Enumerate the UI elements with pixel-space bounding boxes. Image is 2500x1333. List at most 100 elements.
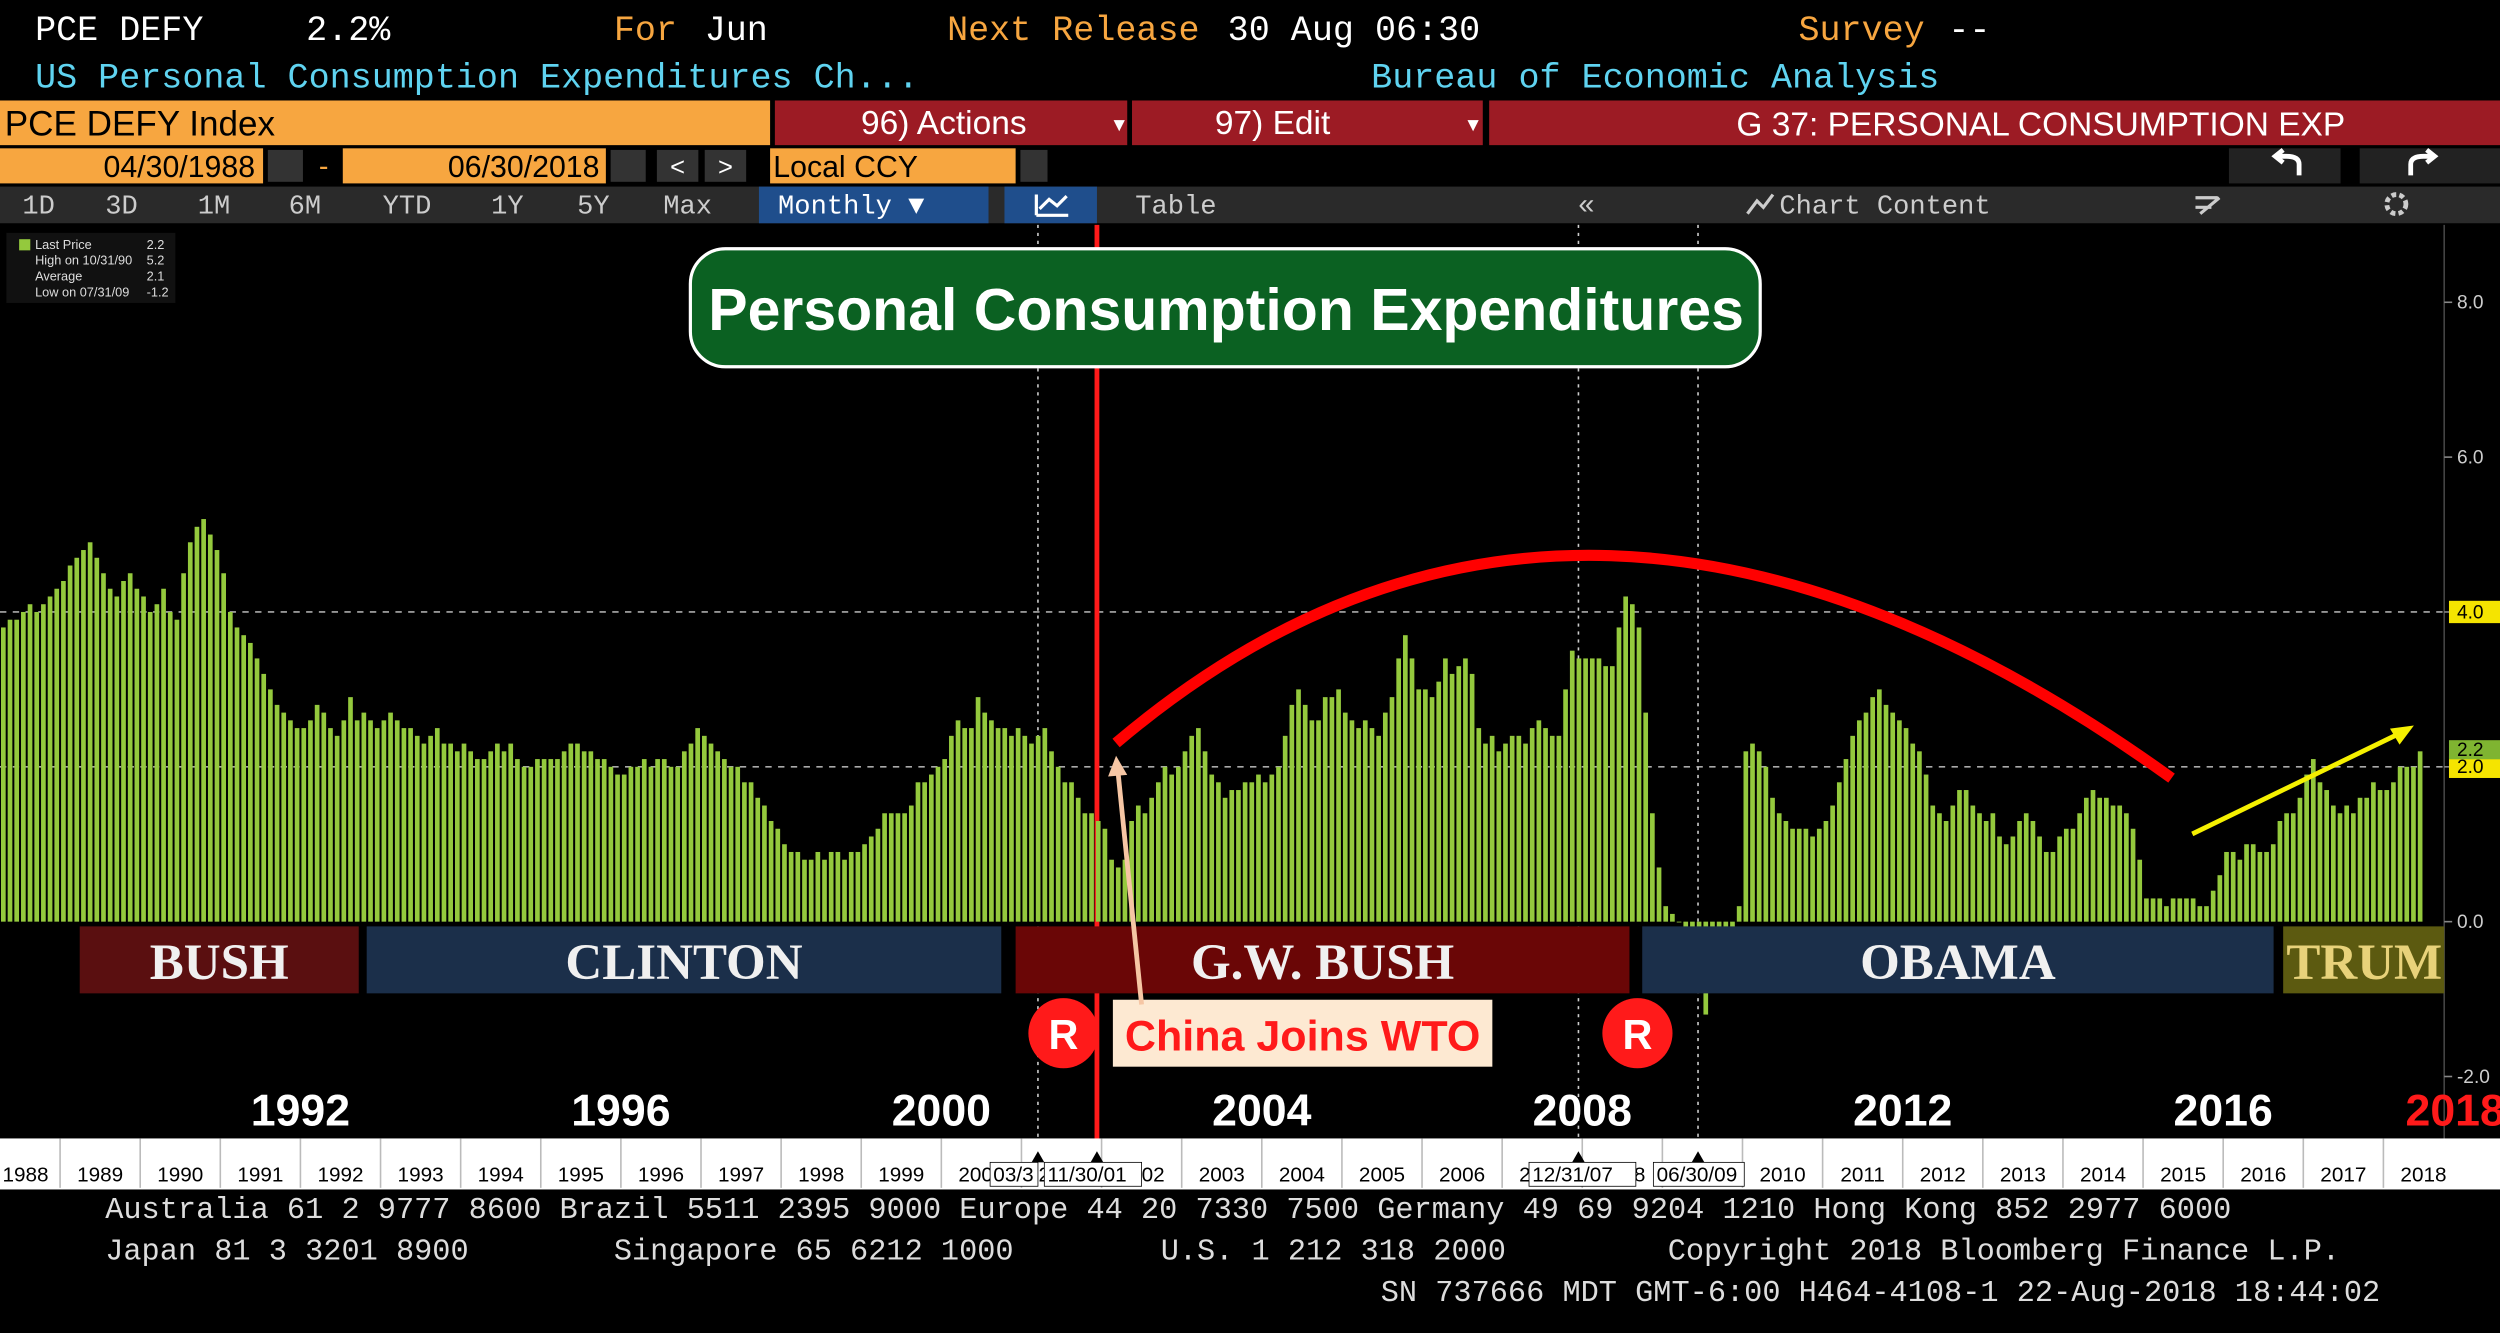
y-tick-highlight bbox=[2448, 600, 2500, 624]
bar bbox=[2043, 851, 2049, 922]
annotate-icon[interactable] bbox=[2195, 196, 2221, 215]
bar bbox=[1302, 704, 1308, 922]
ticker: PCE DEFY bbox=[35, 11, 203, 51]
bar bbox=[141, 596, 146, 922]
bar bbox=[161, 588, 166, 922]
president-band bbox=[1015, 926, 1630, 994]
bar bbox=[969, 728, 974, 922]
bar bbox=[1042, 728, 1048, 922]
bar bbox=[1055, 766, 1061, 922]
prev-button[interactable] bbox=[656, 149, 699, 182]
security[interactable]: PCE DEFY Index bbox=[5, 105, 276, 144]
bar bbox=[708, 743, 714, 922]
bar bbox=[2037, 836, 2042, 922]
period-button[interactable]: Max bbox=[663, 192, 712, 223]
bar bbox=[928, 774, 934, 922]
bar bbox=[201, 519, 206, 922]
bar bbox=[1890, 712, 1896, 922]
x-tick-label: 2016 bbox=[2240, 1163, 2286, 1186]
bar bbox=[488, 751, 494, 922]
security-box[interactable] bbox=[0, 100, 771, 146]
bar bbox=[495, 743, 500, 922]
y-tick-label: 8.0 bbox=[2457, 293, 2484, 314]
survey: -- bbox=[1948, 11, 1990, 51]
bar bbox=[815, 851, 821, 922]
period-button[interactable]: YTD bbox=[383, 192, 432, 223]
bar bbox=[2017, 821, 2022, 922]
x-tick-label: 1994 bbox=[478, 1163, 524, 1186]
bar bbox=[2364, 797, 2370, 922]
bar bbox=[261, 673, 267, 922]
bar bbox=[1169, 774, 1175, 922]
bar bbox=[1616, 627, 1622, 922]
settings-icon[interactable] bbox=[2384, 192, 2409, 217]
currency-box[interactable] bbox=[770, 148, 1016, 184]
era-year: 2004 bbox=[1212, 1087, 1311, 1136]
actions-button[interactable] bbox=[774, 100, 1128, 146]
bar bbox=[1636, 627, 1642, 922]
bar bbox=[1269, 774, 1275, 922]
undo-button[interactable] bbox=[2228, 148, 2341, 184]
currency[interactable]: Local CCY bbox=[773, 151, 918, 184]
bar bbox=[1262, 782, 1268, 922]
bar bbox=[114, 596, 120, 922]
bar bbox=[688, 743, 694, 922]
edit[interactable]: 97) Edit bbox=[1215, 105, 1331, 142]
bar bbox=[895, 813, 901, 922]
bar bbox=[394, 720, 400, 922]
bar bbox=[2164, 906, 2169, 922]
y-tick-label: 2.0 bbox=[2457, 757, 2484, 778]
period-button[interactable]: 1Y bbox=[491, 192, 524, 223]
bar bbox=[1102, 828, 1108, 922]
period-button[interactable]: 6M bbox=[289, 192, 322, 223]
bar bbox=[2063, 828, 2069, 922]
bar bbox=[1663, 906, 1669, 922]
event-label: 03/3 bbox=[993, 1163, 1033, 1186]
collapse-icon[interactable]: « bbox=[1578, 189, 1594, 221]
bar bbox=[354, 720, 360, 922]
bar bbox=[1950, 805, 1956, 922]
bar bbox=[1549, 735, 1555, 922]
bar bbox=[1316, 720, 1321, 922]
chart-view-button[interactable] bbox=[1004, 186, 1097, 224]
event-label: 11/30/01 bbox=[1048, 1163, 1127, 1186]
president-name: OBAMA bbox=[1860, 935, 2056, 991]
calendar-button[interactable] bbox=[267, 149, 303, 182]
footer-singapore: Singapore 65 6212 1000 bbox=[614, 1236, 1014, 1270]
end-date[interactable]: 06/30/2018 bbox=[448, 151, 600, 184]
table-button[interactable]: Table bbox=[1135, 192, 1216, 223]
bar bbox=[2023, 813, 2029, 922]
bar bbox=[521, 766, 527, 922]
bar bbox=[41, 604, 46, 922]
edit-button[interactable] bbox=[1132, 100, 1483, 146]
bar bbox=[2050, 851, 2056, 922]
period-button[interactable]: 3D bbox=[105, 192, 138, 223]
bar bbox=[1109, 859, 1114, 922]
chart-content-button[interactable]: Chart Content bbox=[1779, 192, 1990, 223]
currency-dropdown[interactable] bbox=[1020, 149, 1048, 182]
period-button[interactable]: 1M bbox=[198, 192, 231, 223]
bar bbox=[982, 712, 988, 922]
bar bbox=[1115, 867, 1121, 922]
bar bbox=[1249, 782, 1255, 922]
period-button[interactable]: 1D bbox=[22, 192, 55, 223]
next-button[interactable] bbox=[704, 149, 747, 182]
start-date-box[interactable] bbox=[0, 148, 264, 184]
bar bbox=[47, 596, 53, 922]
bar bbox=[1309, 720, 1315, 922]
bar bbox=[1336, 689, 1341, 922]
bar bbox=[2210, 890, 2216, 922]
bar bbox=[808, 859, 814, 922]
bar bbox=[1222, 797, 1228, 922]
start-date[interactable]: 04/30/1988 bbox=[104, 151, 256, 184]
bar bbox=[434, 728, 440, 922]
bar bbox=[922, 782, 927, 922]
end-date-box[interactable] bbox=[342, 148, 606, 184]
frequency-button[interactable] bbox=[758, 186, 989, 224]
bar bbox=[1322, 697, 1328, 922]
calendar-button[interactable] bbox=[610, 149, 646, 182]
frequency[interactable]: Monthly ▼ bbox=[778, 192, 925, 223]
period-button[interactable]: 5Y bbox=[577, 192, 610, 223]
actions[interactable]: 96) Actions bbox=[861, 105, 1027, 142]
legend-value: -1.2 bbox=[147, 285, 169, 300]
